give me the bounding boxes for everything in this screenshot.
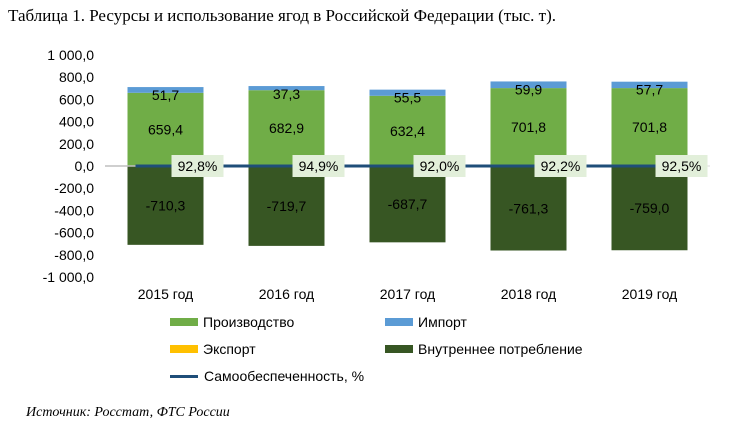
bar-consumption <box>611 166 688 251</box>
data-label-production: 659,4 <box>148 121 183 137</box>
x-tick-label: 2017 год <box>380 286 435 302</box>
legend-swatch-export <box>170 345 198 353</box>
data-label-production: 701,8 <box>632 119 667 135</box>
legend-item-production: Производство <box>170 314 294 330</box>
data-label-self-sufficiency: 92,2% <box>541 158 581 174</box>
data-label-self-sufficiency: 92,8% <box>178 158 218 174</box>
x-tick-label: 2015 год <box>138 286 193 302</box>
self-sufficiency-label-box <box>534 155 587 177</box>
self-sufficiency-label-box <box>413 155 466 177</box>
y-tick-label: -1 000,0 <box>43 269 95 285</box>
data-label-production: 632,4 <box>390 123 425 139</box>
bar-import <box>127 87 204 93</box>
bar-consumption <box>127 166 204 245</box>
bar-consumption <box>490 166 567 251</box>
data-label-import: 59,9 <box>515 81 542 97</box>
data-label-production: 701,8 <box>511 119 546 135</box>
data-label-consumption: -710,3 <box>146 197 186 213</box>
bar-production <box>248 90 325 166</box>
y-tick-label: -600,0 <box>54 225 94 241</box>
y-tick-label: -800,0 <box>54 247 94 263</box>
legend-label-production: Производство <box>203 314 295 330</box>
chart-plot: 1 000,0 800,0 600,0 400,0 200,0 0,0 -200,0 -400… <box>43 47 710 302</box>
legend-swatch-consumption <box>385 345 413 353</box>
data-label-self-sufficiency: 92,5% <box>662 158 702 174</box>
x-tick-label: 2018 год <box>501 286 556 302</box>
bar-production <box>611 88 688 166</box>
y-tick-label: 600,0 <box>59 91 94 107</box>
self-sufficiency-label-box <box>655 155 708 177</box>
data-label-self-sufficiency: 94,9% <box>299 158 339 174</box>
y-tick-label: -400,0 <box>54 202 94 218</box>
x-tick-label: 2016 год <box>259 286 314 302</box>
legend-label-export: Экспорт <box>203 341 256 357</box>
bar-import <box>248 86 325 91</box>
bar-production <box>490 88 567 166</box>
y-tick-label: 0,0 <box>75 158 95 174</box>
data-label-production: 682,9 <box>269 120 304 136</box>
legend-item-import: Импорт <box>385 314 467 330</box>
data-label-consumption: -759,0 <box>630 200 670 216</box>
data-label-consumption: -719,7 <box>267 198 307 214</box>
chart-legend: Производство Импорт Экспорт Внутреннее п… <box>170 314 640 394</box>
data-label-self-sufficiency: 92,0% <box>420 158 460 174</box>
bar-import <box>611 81 688 89</box>
data-label-import: 55,5 <box>394 90 421 106</box>
self-sufficiency-label-box <box>171 155 224 177</box>
legend-swatch-production <box>170 318 198 326</box>
data-label-import: 37,3 <box>273 86 300 102</box>
legend-swatch-self-sufficiency <box>170 374 198 378</box>
legend-item-export: Экспорт <box>170 341 256 357</box>
legend-label-import: Импорт <box>418 314 467 330</box>
legend-item-consumption: Внутреннее потребление <box>385 341 583 357</box>
y-tick-label: 800,0 <box>59 69 94 85</box>
data-label-import: 51,7 <box>152 87 179 103</box>
bar-production <box>127 92 204 166</box>
bar-consumption <box>248 166 325 246</box>
data-label-consumption: -761,3 <box>509 200 549 216</box>
y-tick-label: -200,0 <box>54 180 94 196</box>
legend-label-consumption: Внутреннее потребление <box>418 341 583 357</box>
legend-label-self-sufficiency: Самообеспеченность, % <box>204 368 365 384</box>
bar-production <box>369 95 446 166</box>
chart-title: Таблица 1. Ресурсы и использование ягод … <box>8 6 557 25</box>
bar-consumption <box>369 166 446 243</box>
legend-item-self-sufficiency: Самообеспеченность, % <box>170 368 364 384</box>
legend-swatch-import <box>385 318 413 326</box>
bar-import <box>490 81 567 89</box>
bar-import <box>369 89 446 96</box>
self-sufficiency-label-box <box>292 155 345 177</box>
y-tick-label: 400,0 <box>59 114 94 130</box>
data-label-consumption: -687,7 <box>388 196 428 212</box>
y-tick-label: 200,0 <box>59 136 94 152</box>
data-label-import: 57,7 <box>636 82 663 98</box>
x-tick-label: 2019 год <box>622 286 677 302</box>
source-note: Источник: Росстат, ФТС России <box>26 405 230 420</box>
y-tick-label: 1 000,0 <box>47 47 94 63</box>
